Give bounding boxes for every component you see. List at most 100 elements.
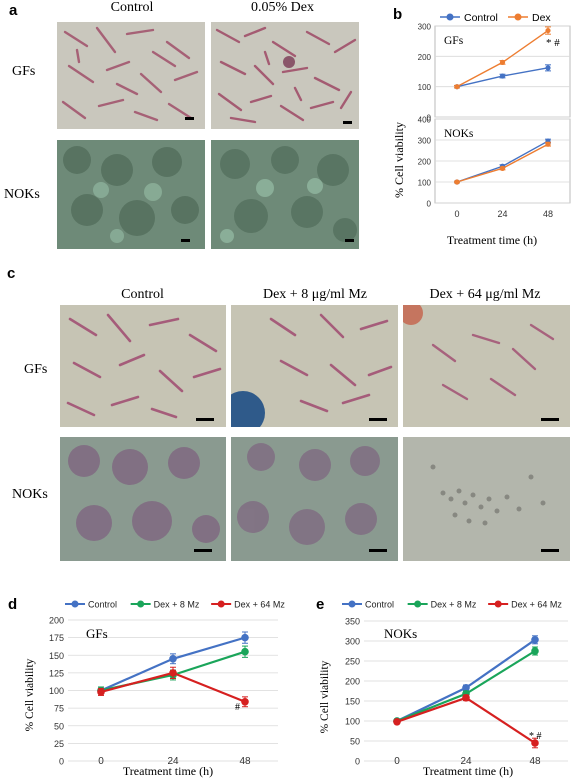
y-axis-label-d: % Cell viability [24, 658, 36, 731]
e-ytick-label: 250 [345, 657, 360, 667]
d-data-point [97, 688, 105, 696]
d-xtick-label: 0 [98, 756, 104, 767]
d-ytick-label: 100 [49, 686, 64, 696]
sig-marker-d: # [235, 702, 240, 713]
d-legend-label: Dex + 8 Mz [154, 600, 200, 610]
e-legend-label: Control [365, 600, 394, 610]
col-header-c-mz64: Dex + 64 μg/ml Mz [429, 287, 541, 302]
scale-bar [345, 239, 354, 242]
b-noks-data-point [545, 141, 551, 147]
b-gfs-data-point [545, 27, 551, 34]
d-data-point [241, 647, 249, 656]
panel-label-a: a [9, 2, 18, 19]
d-ytick-label: 25 [54, 739, 64, 749]
d-data-point [241, 697, 249, 706]
e-xtick-label: 24 [460, 756, 472, 767]
chart-b: Control Dex GFs NOKs 0 100 200 300 0 100 200 3… [392, 12, 571, 247]
micrograph-c-noks-mz8 [231, 437, 398, 561]
e-ytick-label: 300 [345, 637, 360, 647]
micrograph-c-noks-control [60, 437, 226, 561]
y-axis-label-b: % Cell viability [392, 122, 406, 198]
scale-bar [196, 418, 214, 421]
micrograph-a-gfs-control [57, 22, 205, 129]
d-data-point [169, 669, 177, 677]
scale-bar [194, 549, 212, 552]
x-axis-label-d: Treatment time (h) [123, 764, 213, 778]
e-ytick-label: 50 [350, 737, 360, 747]
b-noks-ytick-label: 400 [418, 116, 432, 125]
e-legend-marker [348, 600, 356, 608]
b-gfs-data-point [499, 73, 506, 79]
e-ytick-label: 100 [345, 717, 360, 727]
d-ytick-label: 125 [49, 668, 64, 678]
micrograph-c-gfs-mz64 [403, 305, 570, 427]
b-noks-series-line [456, 143, 549, 183]
x-axis-label-b: Treatment time (h) [447, 233, 537, 247]
e-data-point [462, 684, 470, 692]
sig-marker-e: * # [529, 731, 542, 742]
b-noks-series-line [456, 140, 549, 183]
row-header-c-noks: NOKs [12, 487, 48, 502]
chart-e: Control Dex + 8 Mz Dex + 64 Mz 0 50 100 150 20… [319, 600, 568, 778]
e-data-point [393, 718, 401, 726]
b-gfs-data-point [545, 65, 551, 71]
panel-label-b: b [393, 6, 403, 23]
e-data-point [531, 739, 539, 747]
d-ytick-label: 150 [49, 651, 64, 661]
d-legend-marker [217, 600, 225, 608]
e-ytick-label: 350 [345, 617, 360, 627]
b-noks-ytick-label: 0 [427, 200, 432, 209]
e-xtick-label: 0 [394, 756, 400, 767]
d-legend-label: Control [88, 600, 117, 610]
micrograph-c-noks-mz64 [403, 437, 570, 561]
b-noks-ytick-label: 300 [418, 137, 432, 146]
scale-bar [343, 121, 352, 124]
d-ytick-label: 175 [49, 633, 64, 643]
b-gfs-ytick-label: 300 [418, 23, 432, 32]
legend-b: Control Dex [440, 12, 551, 24]
b-noks-xtick-label: 24 [497, 209, 507, 219]
b-noks-xtick-label: 0 [454, 209, 459, 219]
micrograph-a-noks-dex [211, 140, 359, 249]
e-legend-label: Dex + 8 Mz [431, 600, 477, 610]
col-header-control: Control [110, 0, 154, 15]
d-legend-label: Dex + 64 Mz [234, 600, 285, 610]
panel-label-e: e [316, 596, 325, 613]
b-gfs-ytick-label: 100 [418, 83, 432, 92]
row-header-gfs: GFs [12, 64, 36, 79]
e-series-line [396, 638, 536, 722]
d-ytick-label: 50 [54, 721, 64, 731]
scale-bar [541, 418, 559, 421]
panel-label-d: d [8, 596, 18, 613]
d-xtick-label: 48 [239, 756, 251, 767]
e-data-point [531, 636, 539, 644]
scale-bar [369, 418, 387, 421]
b-gfs-ytick-label: 200 [418, 53, 432, 62]
e-ytick-label: 150 [345, 697, 360, 707]
b-gfs-data-point [454, 84, 460, 90]
chart-e-title: NOKs [384, 626, 417, 641]
b-gfs-data-point [499, 59, 506, 65]
e-series-line [396, 696, 536, 744]
b-noks-xtick-label: 48 [543, 209, 553, 219]
d-xtick-label: 24 [167, 756, 179, 767]
d-data-point [241, 633, 249, 642]
d-ytick-label: 0 [59, 757, 64, 767]
row-header-c-gfs: GFs [24, 362, 48, 377]
b-noks-ytick-label: 200 [418, 158, 432, 167]
scale-bar [541, 549, 559, 552]
row-header-noks: NOKs [4, 187, 40, 202]
e-legend-marker [414, 600, 422, 608]
scale-bar [369, 549, 387, 552]
subplot-b-gfs-title: GFs [444, 35, 464, 47]
micrograph-a-gfs-dex [211, 22, 359, 129]
e-ytick-label: 0 [355, 757, 360, 767]
d-ytick-label: 200 [49, 616, 64, 626]
col-header-c-mz8: Dex + 8 μg/ml Mz [262, 287, 368, 302]
e-legend-label: Dex + 64 Mz [511, 600, 562, 610]
chart-d-title: GFs [86, 626, 108, 641]
b-noks-data-point [454, 179, 460, 185]
d-legend-marker [137, 600, 145, 608]
e-xtick-label: 48 [529, 756, 541, 767]
e-legend-marker [494, 600, 502, 608]
